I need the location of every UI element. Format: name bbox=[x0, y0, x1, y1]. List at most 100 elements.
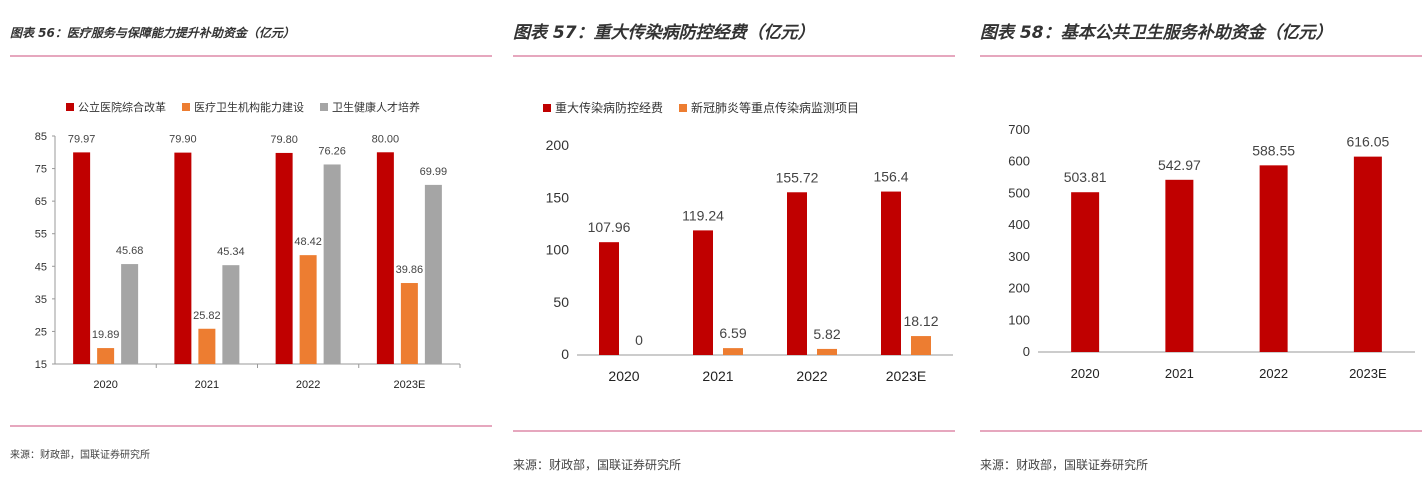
legend-item: 医疗卫生机构能力建设 bbox=[182, 99, 304, 115]
data-label: 19.89 bbox=[92, 329, 120, 341]
legend-swatch bbox=[320, 103, 328, 111]
data-label: 503.81 bbox=[1064, 169, 1107, 185]
bar bbox=[222, 265, 240, 364]
bar bbox=[97, 348, 115, 364]
bar bbox=[376, 152, 394, 364]
x-tick-label: 2023E bbox=[1349, 366, 1387, 381]
chart-panel-3: 图表 58：基本公共卫生服务补助资金（亿元） 0 100 200 300 400 500 6… bbox=[980, 0, 1422, 479]
bar bbox=[198, 328, 216, 364]
bar-chart: 0 100 200 300 400 500 600 700 2020 2021 2022 2023E 5… bbox=[1008, 122, 1415, 381]
source-note: 来源：财政部，国联证券研究所 bbox=[980, 458, 1149, 472]
bar bbox=[121, 264, 139, 364]
chart-legend: 公立医院综合改革 医疗卫生机构能力建设 卫生健康人才培养 bbox=[66, 99, 420, 115]
data-label: 79.80 bbox=[270, 134, 298, 146]
y-tick-label: 200 bbox=[1008, 281, 1030, 296]
y-tick-label: 700 bbox=[1008, 122, 1030, 137]
bar bbox=[299, 255, 317, 364]
data-label: 48.42 bbox=[294, 236, 322, 248]
x-tick-label: 2022 bbox=[796, 368, 827, 384]
y-tick-label: 75 bbox=[35, 164, 47, 176]
x-tick-label: 2023E bbox=[886, 368, 926, 384]
legend-swatch bbox=[66, 103, 74, 111]
data-label: 79.97 bbox=[68, 133, 96, 145]
legend-item: 新冠肺炎等重点传染病监测项目 bbox=[679, 99, 859, 116]
bar bbox=[400, 283, 418, 364]
bar bbox=[817, 348, 837, 355]
bar bbox=[323, 164, 341, 364]
bar-chart: 15 25 35 45 55 65 75 85 2020 2021 2022 2023E 79.97 79… bbox=[35, 131, 461, 391]
chart-title: 图表 58：基本公共卫生服务补助资金（亿元） bbox=[980, 23, 1333, 43]
data-label: 25.82 bbox=[193, 310, 221, 322]
y-tick-label: 300 bbox=[1008, 249, 1030, 264]
bar bbox=[723, 348, 743, 355]
data-label: 616.05 bbox=[1346, 134, 1389, 150]
y-tick-label: 150 bbox=[546, 189, 570, 205]
footer-divider bbox=[10, 425, 492, 427]
x-tick-label: 2021 bbox=[702, 368, 733, 384]
source-note: 来源：财政部，国联证券研究所 bbox=[10, 450, 150, 461]
y-tick-label: 55 bbox=[35, 229, 47, 241]
chart-panel-2: 图表 57：重大传染病防控经费（亿元） 重大传染病防控经费 新冠肺炎等重点传染病… bbox=[513, 0, 955, 479]
data-label: 80.00 bbox=[372, 133, 400, 145]
x-tick-label: 2021 bbox=[1165, 366, 1194, 381]
legend-label: 医疗卫生机构能力建设 bbox=[194, 101, 304, 114]
y-tick-label: 35 bbox=[35, 294, 47, 306]
y-tick-label: 0 bbox=[1023, 344, 1030, 359]
x-tick-label: 2022 bbox=[296, 379, 320, 391]
title-divider bbox=[10, 55, 492, 57]
legend-swatch bbox=[543, 103, 551, 112]
legend-label: 卫生健康人才培养 bbox=[332, 101, 420, 114]
footer-divider bbox=[980, 430, 1422, 432]
x-tick-label: 2021 bbox=[195, 379, 219, 391]
data-label: 155.72 bbox=[776, 169, 819, 185]
legend-label: 重大传染病防控经费 bbox=[555, 101, 664, 115]
bar bbox=[1259, 165, 1288, 352]
title-divider bbox=[513, 55, 955, 57]
bar bbox=[693, 230, 713, 355]
data-label: 119.24 bbox=[682, 207, 724, 223]
x-tick-label: 2020 bbox=[1071, 366, 1100, 381]
legend-item: 重大传染病防控经费 bbox=[543, 99, 663, 116]
y-tick-label: 400 bbox=[1008, 217, 1030, 232]
bar bbox=[787, 192, 807, 355]
data-label: 0 bbox=[635, 332, 643, 348]
y-tick-label: 45 bbox=[35, 261, 47, 273]
y-tick-label: 25 bbox=[35, 326, 47, 338]
bar bbox=[881, 191, 901, 355]
bar bbox=[1165, 179, 1194, 352]
data-label: 6.59 bbox=[719, 325, 746, 341]
legend-item: 卫生健康人才培养 bbox=[320, 99, 420, 115]
legend-swatch bbox=[679, 103, 688, 112]
bar bbox=[174, 152, 192, 364]
chart-title: 图表 56：医疗服务与保障能力提升补助资金（亿元） bbox=[10, 26, 295, 40]
title-divider bbox=[980, 55, 1422, 57]
y-tick-label: 85 bbox=[35, 131, 47, 143]
x-tick-label: 2020 bbox=[608, 368, 639, 384]
y-tick-label: 0 bbox=[561, 346, 569, 362]
y-tick-label: 500 bbox=[1008, 185, 1030, 200]
data-label: 79.90 bbox=[169, 134, 197, 146]
footer-divider bbox=[513, 430, 955, 432]
legend-item: 公立医院综合改革 bbox=[66, 99, 166, 115]
data-label: 542.97 bbox=[1158, 157, 1201, 173]
chart-legend: 重大传染病防控经费 新冠肺炎等重点传染病监测项目 bbox=[543, 99, 859, 116]
data-label: 45.68 bbox=[116, 245, 144, 257]
legend-label: 新冠肺炎等重点传染病监测项目 bbox=[691, 101, 860, 115]
data-label: 45.34 bbox=[217, 246, 245, 258]
y-tick-label: 200 bbox=[546, 137, 570, 153]
legend-swatch bbox=[182, 103, 190, 111]
y-tick-label: 15 bbox=[35, 359, 47, 371]
source-note: 来源：财政部，国联证券研究所 bbox=[513, 458, 682, 472]
legend-label: 公立医院综合改革 bbox=[78, 101, 166, 114]
bar bbox=[275, 152, 293, 364]
data-label: 156.4 bbox=[873, 169, 908, 185]
x-tick-label: 2020 bbox=[93, 379, 117, 391]
bar bbox=[73, 152, 91, 364]
data-label: 588.55 bbox=[1252, 142, 1295, 158]
y-tick-label: 100 bbox=[1008, 312, 1030, 327]
chart-title: 图表 57：重大传染病防控经费（亿元） bbox=[513, 23, 815, 43]
data-label: 107.96 bbox=[588, 219, 631, 235]
data-label: 5.82 bbox=[813, 326, 840, 342]
data-label: 76.26 bbox=[318, 145, 346, 157]
y-tick-label: 600 bbox=[1008, 154, 1030, 169]
